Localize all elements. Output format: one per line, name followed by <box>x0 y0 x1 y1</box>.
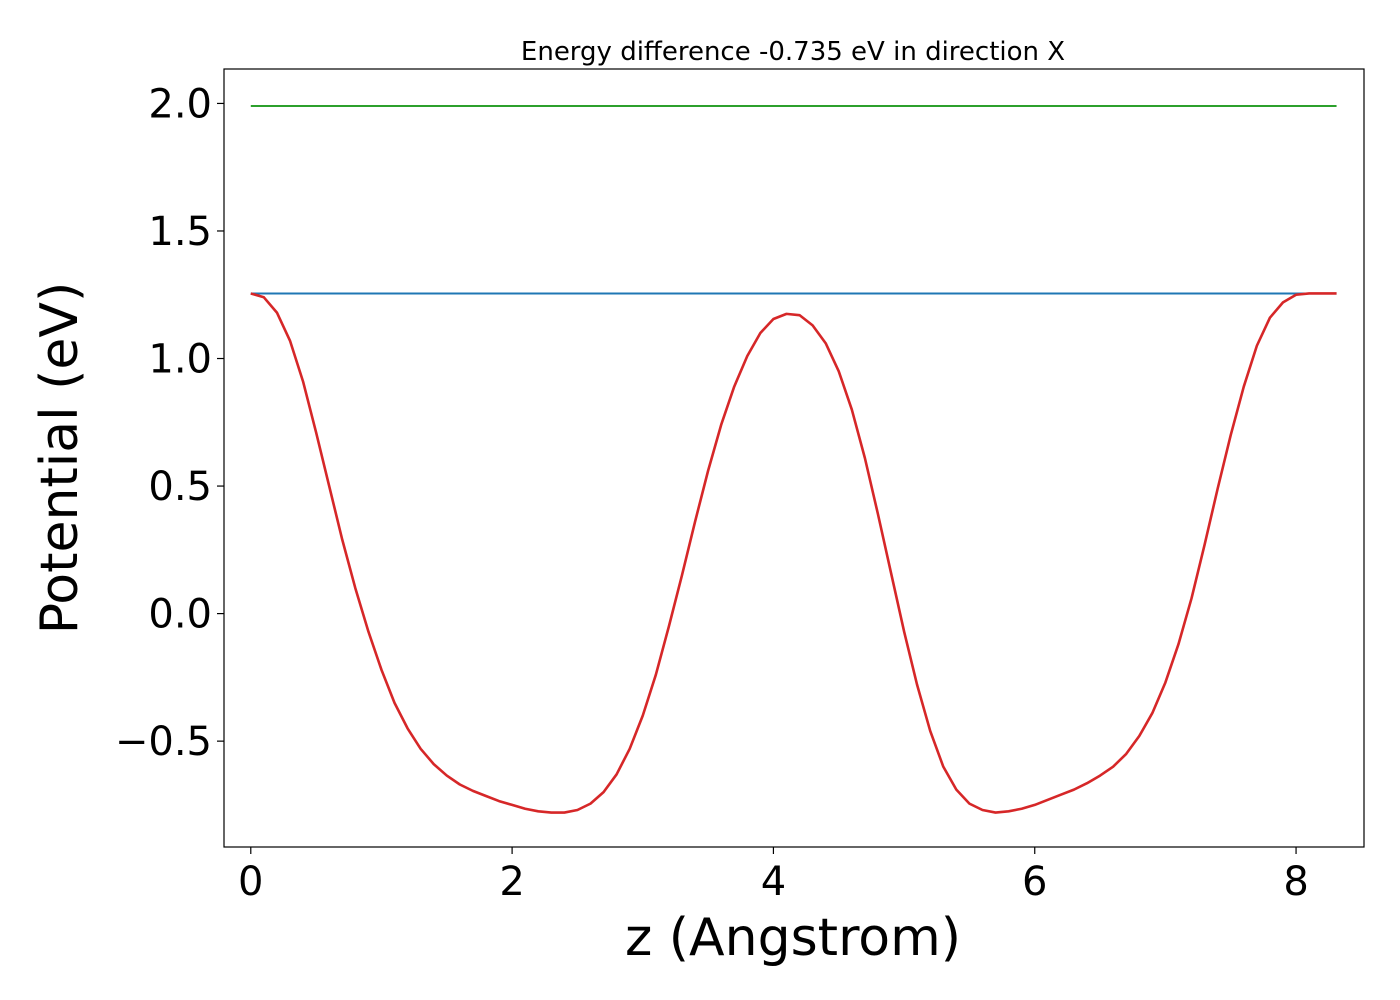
y-tick-label: 1.5 <box>148 209 212 255</box>
chart-title: Energy difference -0.735 eV in direction… <box>521 37 1065 67</box>
x-tick-label: 2 <box>499 859 524 905</box>
y-tick-label: 0.0 <box>148 592 212 638</box>
x-tick-label: 4 <box>761 859 786 905</box>
series-layer <box>250 104 1337 814</box>
plot-frame <box>223 68 1365 848</box>
series-line-2 <box>250 292 1337 814</box>
x-tick-label: 6 <box>1022 859 1047 905</box>
x-tick-label: 0 <box>238 859 263 905</box>
y-axis-label: Potential (eV) <box>30 282 90 634</box>
y-tick-label: 0.5 <box>148 464 212 510</box>
x-axis-label: z (Angstrom) <box>625 908 961 968</box>
y-tick-label: 2.0 <box>148 81 212 127</box>
y-axis: −0.5 0.0 0.5 1.0 1.5 2.0 <box>115 81 224 765</box>
x-tick-label: 8 <box>1283 859 1308 905</box>
y-tick-label: −0.5 <box>115 719 212 765</box>
x-axis: 0 2 4 6 8 <box>238 847 1309 905</box>
y-tick-label: 1.0 <box>148 337 212 383</box>
